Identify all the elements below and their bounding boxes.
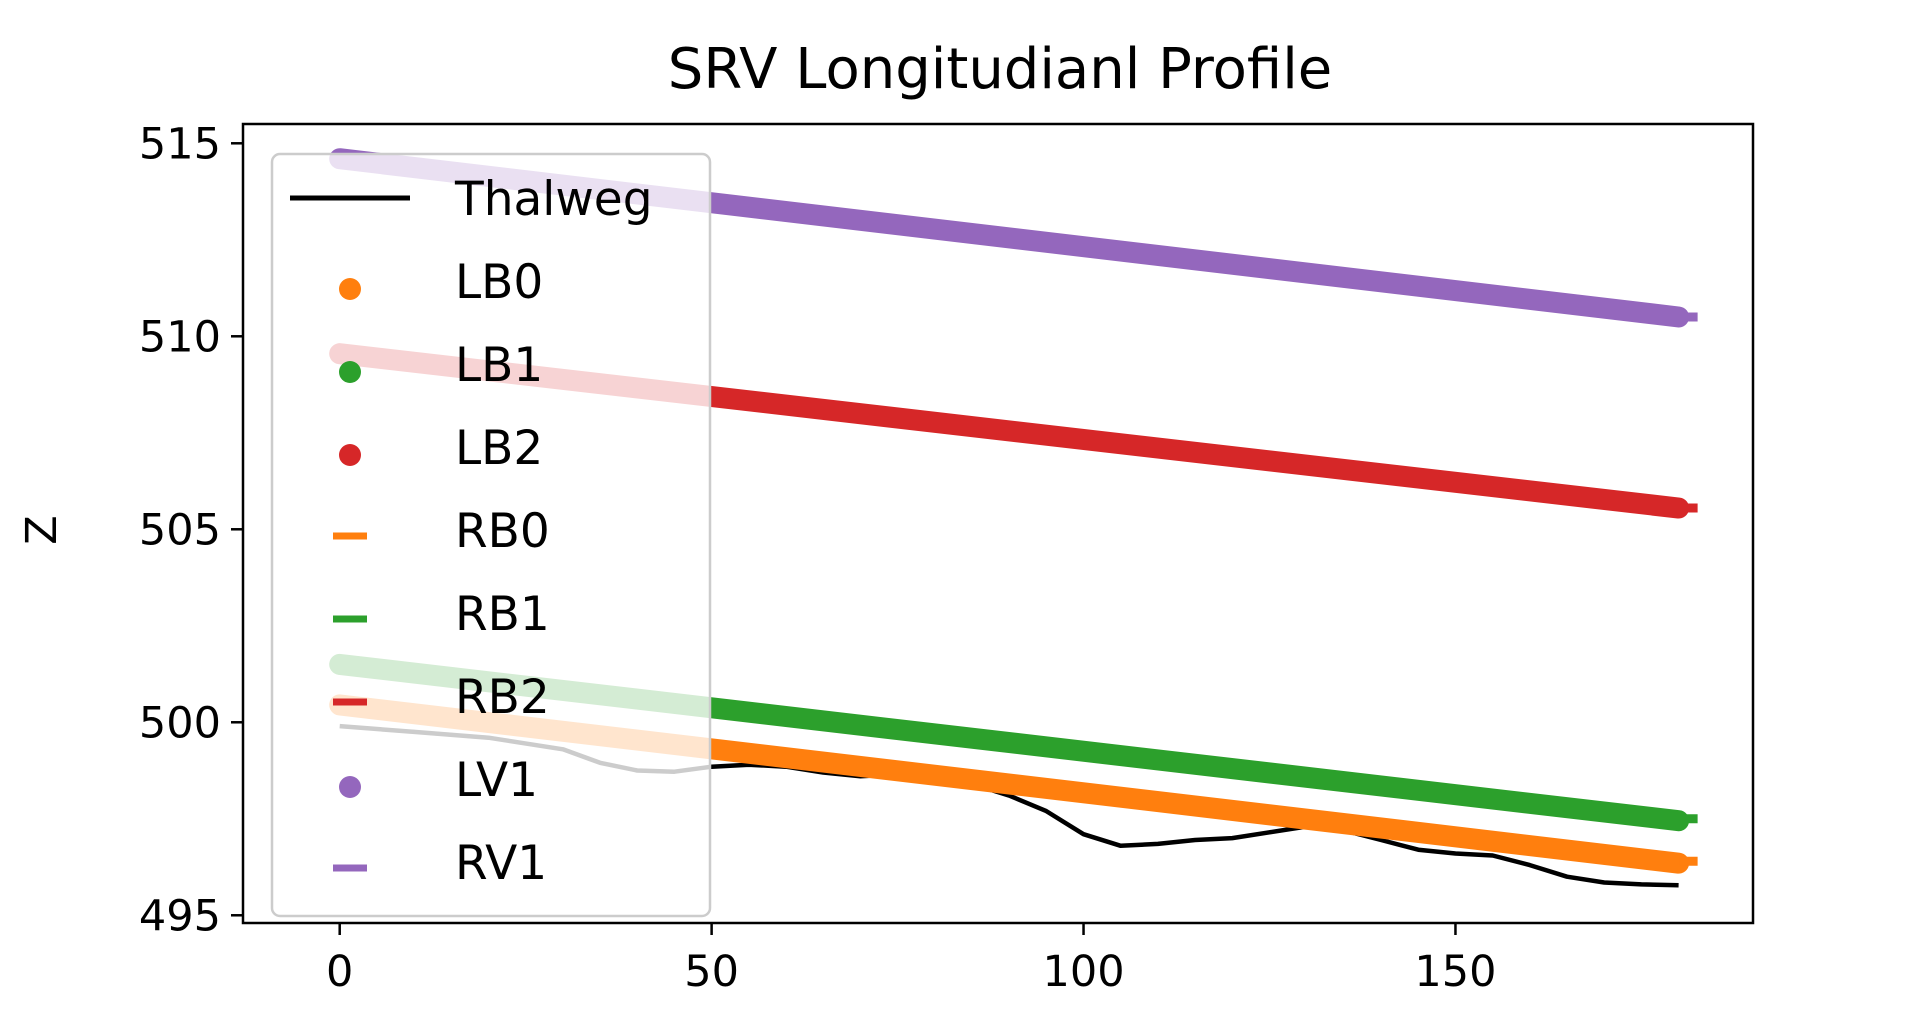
y-tick-label: 515 [139, 119, 221, 169]
legend-thalweg-label: Thalweg [454, 172, 653, 227]
legend-box [270, 152, 712, 918]
y-tick-label: 500 [139, 698, 221, 748]
legend-lb1-label: LB1 [455, 338, 543, 393]
x-tick-label: 100 [1043, 947, 1125, 997]
plot-frame [241, 122, 1755, 925]
legend-rb2-label: RB2 [455, 670, 550, 725]
x-tick-label: 50 [684, 947, 739, 997]
x-tick-label: 150 [1414, 947, 1496, 997]
legend-rb1-label: RB1 [455, 587, 550, 642]
legend-rv1-label: RV1 [455, 836, 547, 891]
y-tick-label: 505 [139, 505, 221, 555]
legend-rb0-label: RB0 [455, 504, 550, 559]
legend: Thalweg LB0 LB1 LB2 RB0 RB1 RB2 LV1 RV1 [270, 152, 712, 918]
legend-lb1-swatch [339, 361, 361, 383]
legend-lb0-label: LB0 [455, 255, 543, 310]
legend-lb2-label: LB2 [455, 421, 543, 476]
ticks-layer: 0 50 100 150 495 500 505 510 515 [139, 119, 1497, 997]
legend-items: Thalweg LB0 LB1 LB2 RB0 RB1 RB2 LV1 RV1 [290, 172, 653, 891]
legend-lv1-swatch [339, 776, 361, 798]
legend-lv1-label: LV1 [455, 753, 538, 808]
x-tick-label: 0 [326, 947, 353, 997]
legend-lb0-swatch [339, 278, 361, 300]
y-tick-label: 510 [139, 312, 221, 362]
y-axis-label: Z [17, 515, 67, 544]
legend-lb2-swatch [339, 444, 361, 466]
chart-title: SRV Longitudianl Profile [668, 37, 1332, 102]
y-tick-label: 495 [139, 891, 221, 941]
